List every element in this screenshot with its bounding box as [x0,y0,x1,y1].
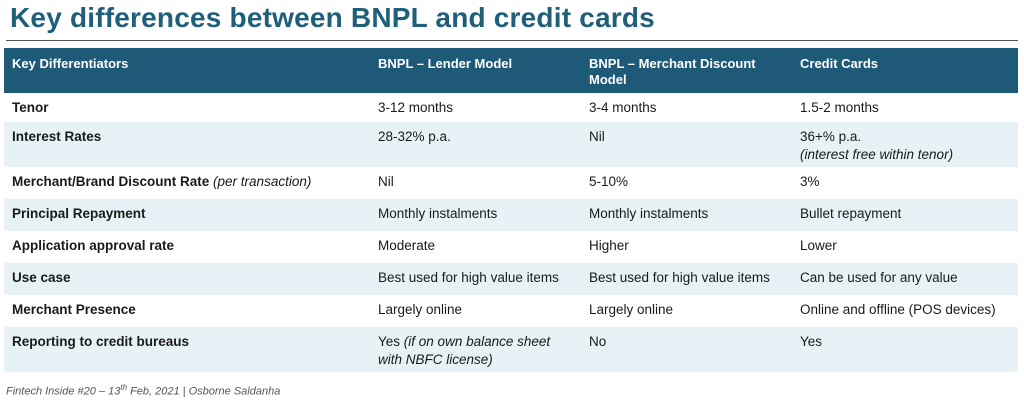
header-key-differentiators: Key Differentiators [4,48,370,93]
table-cell: 3-12 months [370,93,581,122]
cell-value: Yes [378,334,401,349]
table-cell: 28-32% p.a. [370,122,581,167]
header-bnpl-lender-model: BNPL – Lender Model [370,48,581,93]
table-row: Application approval rate Moderate Highe… [4,231,1018,263]
table-header-row: Key Differentiators BNPL – Lender Model … [4,48,1018,93]
row-label: Merchant Presence [4,295,370,327]
footer-prefix: Fintech Inside #20 – 13 [6,385,121,398]
title-divider [6,40,1018,41]
table-cell: Yes [792,327,1018,372]
table-cell: Best used for high value items [370,263,581,295]
table-row: Tenor 3-12 months 3-4 months 1.5-2 month… [4,93,1018,122]
footer-suffix: Feb, 2021 | Osborne Saldanha [127,385,281,398]
comparison-table: Key Differentiators BNPL – Lender Model … [4,48,1018,372]
header-bnpl-merchant-discount-model: BNPL – Merchant Discount Model [581,48,792,93]
row-label-note: (per transaction) [213,174,312,189]
row-label: Principal Repayment [4,199,370,231]
row-label: Tenor [4,93,370,122]
table-cell: Moderate [370,231,581,263]
table-row: Interest Rates 28-32% p.a. Nil 36+% p.a.… [4,122,1018,167]
table-cell: Nil [581,122,792,167]
table-cell: Yes (if on own balance sheet with NBFC l… [370,327,581,372]
table-cell: 1.5-2 months [792,93,1018,122]
row-label: Application approval rate [4,231,370,263]
table-cell: Largely online [581,295,792,327]
table-cell: Can be used for any value [792,263,1018,295]
table-cell: 3-4 months [581,93,792,122]
table-row: Merchant/Brand Discount Rate (per transa… [4,167,1018,199]
row-label: Interest Rates [4,122,370,167]
row-label: Reporting to credit bureaus [4,327,370,372]
footer-credit: Fintech Inside #20 – 13th Feb, 2021 | Os… [6,383,280,398]
cell-note: (if on own balance sheet with NBFC licen… [378,334,551,367]
table-cell: Lower [792,231,1018,263]
cell-note: (interest free within tenor) [800,147,954,162]
table-cell: 5-10% [581,167,792,199]
cell-value: 36+% p.a. [800,129,862,144]
table-cell: Largely online [370,295,581,327]
row-label: Merchant/Brand Discount Rate (per transa… [4,167,370,199]
table-cell: Bullet repayment [792,199,1018,231]
table-row: Use case Best used for high value items … [4,263,1018,295]
table-row: Principal Repayment Monthly instalments … [4,199,1018,231]
row-label-text: Merchant/Brand Discount Rate [12,174,210,189]
table-cell: Online and offline (POS devices) [792,295,1018,327]
table-cell: Best used for high value items [581,263,792,295]
footer-superscript: th [120,383,128,392]
table-cell: 3% [792,167,1018,199]
table-cell: Monthly instalments [370,199,581,231]
table-cell: Higher [581,231,792,263]
table-cell: No [581,327,792,372]
table-cell: 36+% p.a. (interest free within tenor) [792,122,1018,167]
header-credit-cards: Credit Cards [792,48,1018,93]
row-label: Use case [4,263,370,295]
table-cell: Monthly instalments [581,199,792,231]
page-title: Key differences between BNPL and credit … [10,2,655,33]
table-row: Merchant Presence Largely online Largely… [4,295,1018,327]
table-row: Reporting to credit bureaus Yes (if on o… [4,327,1018,372]
table-cell: Nil [370,167,581,199]
